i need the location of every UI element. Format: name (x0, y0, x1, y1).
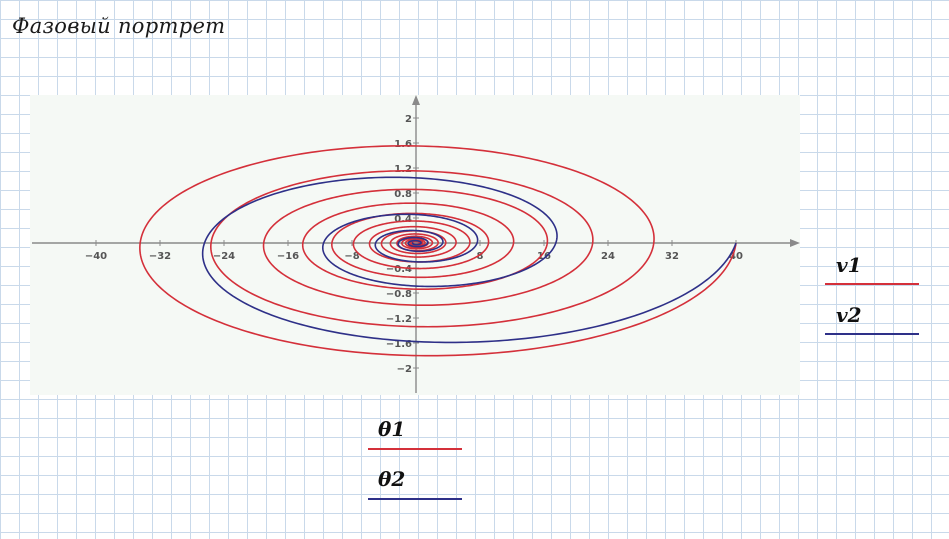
x-axis-arrow (790, 239, 800, 247)
x-tick-label: −24 (213, 251, 235, 262)
y-tick-label: −1.6 (386, 339, 412, 350)
x-tick-label: −40 (85, 251, 107, 262)
y-axis-arrow (412, 95, 420, 105)
legend-label-theta1: θ1 (378, 417, 406, 441)
x-tick-label: 16 (537, 251, 551, 262)
x-tick-label: 8 (477, 251, 484, 262)
y-tick-label: 0.8 (394, 189, 412, 200)
chart-svg[interactable]: −40 −32 −24 −16 −8 8 16 24 32 40 2 1.6 1.2 0.8 0.4 −0.4… (30, 95, 800, 395)
y-tick-label: 0.4 (394, 214, 412, 225)
legend-line-theta1 (368, 448, 462, 450)
y-tick-label: 1.6 (394, 139, 412, 150)
x-tick-label: 32 (665, 251, 679, 262)
y-tick-label: −1.2 (386, 314, 412, 325)
plot-area[interactable]: −40 −32 −24 −16 −8 8 16 24 32 40 2 1.6 1.2 0.8 0.4 −0.4… (30, 95, 800, 395)
y-tick-label: −0.8 (386, 289, 412, 300)
legend-line-theta2 (368, 498, 462, 500)
legend-label-v1: v1 (836, 253, 862, 277)
x-tick-label: 24 (601, 251, 615, 262)
x-tick-label: 40 (729, 251, 743, 262)
legend-label-v2: v2 (836, 303, 862, 327)
legend-line-v2 (825, 333, 919, 335)
legend-label-theta2: θ2 (378, 467, 406, 491)
y-tick-label: 1.2 (394, 164, 412, 175)
series-line-v2 (201, 176, 737, 344)
x-tick-label: −8 (344, 251, 359, 262)
y-tick-label: 2 (405, 114, 412, 125)
chart-title: Фазовый портрет (12, 14, 226, 38)
x-tick-label: −32 (149, 251, 171, 262)
y-tick-label: −2 (397, 364, 412, 375)
y-tick-label: −0.4 (386, 264, 412, 275)
x-tick-label: −16 (277, 251, 299, 262)
legend-line-v1 (825, 283, 919, 285)
